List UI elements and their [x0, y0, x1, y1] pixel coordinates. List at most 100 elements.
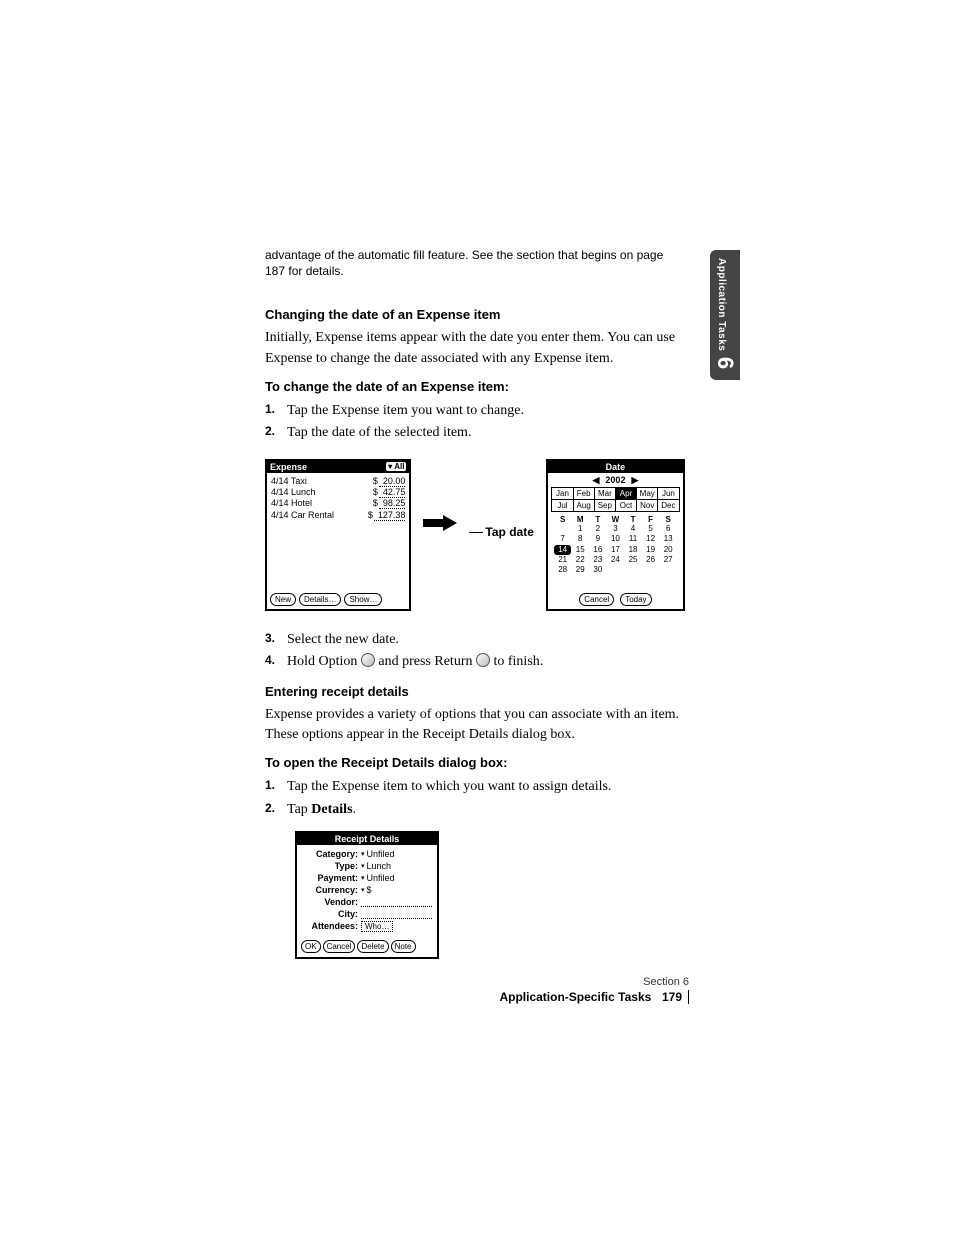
dropdown-icon[interactable]: ▾: [361, 850, 365, 858]
day-cell[interactable]: 4: [624, 524, 642, 534]
step-r2-c: .: [353, 802, 357, 817]
prev-year-icon[interactable]: ◀: [593, 475, 600, 486]
day-cell[interactable]: 22: [571, 555, 589, 565]
month-cell[interactable]: Oct: [615, 499, 637, 512]
day-cell[interactable]: 27: [659, 555, 677, 565]
expense-row[interactable]: 4/14 Taxi$20.00: [271, 476, 405, 487]
dow-cell: F: [642, 515, 660, 524]
expense-row[interactable]: 4/14 Car Rental$127.38: [271, 510, 405, 521]
day-cell[interactable]: 3: [607, 524, 625, 534]
step-r2: 2. Tap Details.: [265, 799, 685, 821]
cancel-button[interactable]: Cancel: [323, 940, 356, 953]
side-tab-label: Application Tasks: [716, 258, 727, 351]
delete-button[interactable]: Delete: [357, 940, 388, 953]
step-r2-a: Tap: [287, 802, 311, 817]
month-cell[interactable]: Sep: [594, 499, 616, 512]
step-r1: 1.Tap the Expense item to which you want…: [265, 776, 685, 798]
day-cell[interactable]: 6: [659, 524, 677, 534]
heading-to-change: To change the date of an Expense item:: [265, 379, 685, 394]
ok-button[interactable]: OK: [301, 940, 321, 953]
payment-value[interactable]: Unfiled: [367, 873, 395, 883]
step-4-text-b: and press Return: [378, 654, 476, 669]
month-cell[interactable]: Nov: [636, 499, 658, 512]
receipt-details-screenshot: Receipt Details Category:▾Unfiled Type:▾…: [295, 831, 439, 959]
attendees-button[interactable]: Who…: [361, 921, 393, 932]
new-button[interactable]: New: [270, 593, 296, 606]
expense-title: Expense: [270, 462, 307, 472]
day-cell[interactable]: 2: [589, 524, 607, 534]
day-cell: [659, 565, 677, 575]
day-cell[interactable]: 1: [571, 524, 589, 534]
category-value[interactable]: Unfiled: [367, 849, 395, 859]
step-3: 3.Select the new date.: [265, 629, 685, 651]
day-cell[interactable]: 24: [607, 555, 625, 565]
dow-cell: M: [571, 515, 589, 524]
day-cell[interactable]: 20: [659, 545, 677, 555]
heading-to-open: To open the Receipt Details dialog box:: [265, 755, 685, 770]
city-input[interactable]: [361, 909, 432, 919]
day-cell[interactable]: 30: [589, 565, 607, 575]
day-cell[interactable]: 7: [554, 534, 572, 544]
day-cell[interactable]: 9: [589, 534, 607, 544]
day-cell[interactable]: 16: [589, 545, 607, 555]
day-cell[interactable]: 25: [624, 555, 642, 565]
details-button[interactable]: Details…: [299, 593, 341, 606]
step-3-text: Select the new date.: [287, 632, 399, 647]
day-cell: [642, 565, 660, 575]
step-1-text: Tap the Expense item you want to change.: [287, 403, 524, 418]
day-cell[interactable]: 21: [554, 555, 572, 565]
dow-cell: T: [624, 515, 642, 524]
month-cell[interactable]: Jul: [551, 499, 573, 512]
day-cell[interactable]: 12: [642, 534, 660, 544]
dropdown-icon[interactable]: ▾: [361, 886, 365, 894]
paragraph-receipt: Expense provides a variety of options th…: [265, 705, 685, 746]
currency-value[interactable]: $: [367, 885, 372, 895]
dow-cell: T: [589, 515, 607, 524]
dropdown-icon[interactable]: ▾: [361, 874, 365, 882]
day-cell[interactable]: 8: [571, 534, 589, 544]
next-year-icon[interactable]: ▶: [631, 475, 638, 486]
expense-row[interactable]: 4/14 Hotel$98.25: [271, 498, 405, 509]
expense-app-screenshot: Expense ▾ All 4/14 Taxi$20.004/14 Lunch$…: [265, 459, 411, 611]
day-cell[interactable]: 17: [607, 545, 625, 555]
date-cancel-button[interactable]: Cancel: [579, 593, 614, 606]
day-cell[interactable]: 23: [589, 555, 607, 565]
date-today-button[interactable]: Today: [620, 593, 651, 606]
return-key-icon: [476, 653, 490, 667]
day-cell[interactable]: 29: [571, 565, 589, 575]
type-value[interactable]: Lunch: [367, 861, 392, 871]
side-tab: Application Tasks 6: [710, 250, 740, 380]
step-2-text: Tap the date of the selected item.: [287, 425, 471, 440]
expense-row[interactable]: 4/14 Lunch$42.75: [271, 487, 405, 498]
dow-cell: W: [607, 515, 625, 524]
day-cell[interactable]: 15: [571, 545, 589, 555]
day-cell[interactable]: 19: [642, 545, 660, 555]
step-1: 1.Tap the Expense item you want to chang…: [265, 400, 685, 422]
day-cell[interactable]: 10: [607, 534, 625, 544]
paragraph-change-date: Initially, Expense items appear with the…: [265, 328, 685, 369]
note-button[interactable]: Note: [391, 940, 416, 953]
dow-cell: S: [659, 515, 677, 524]
expense-filter[interactable]: ▾ All: [386, 462, 406, 471]
dropdown-icon[interactable]: ▾: [361, 862, 365, 870]
day-cell[interactable]: 5: [642, 524, 660, 534]
side-tab-number: 6: [712, 348, 738, 378]
day-cell[interactable]: 26: [642, 555, 660, 565]
show-button[interactable]: Show…: [344, 593, 382, 606]
dow-cell: S: [554, 515, 572, 524]
category-label: Category:: [302, 849, 358, 859]
day-cell[interactable]: 28: [554, 565, 572, 575]
month-cell[interactable]: Dec: [657, 499, 679, 512]
year-label: 2002: [605, 475, 625, 485]
date-picker-screenshot: Date ◀ 2002 ▶ JanFebMarAprMayJunJulAugSe…: [546, 459, 685, 611]
arrow-icon: [423, 515, 457, 531]
month-cell[interactable]: Aug: [573, 499, 595, 512]
heading-change-date: Changing the date of an Expense item: [265, 307, 685, 322]
vendor-input[interactable]: [361, 897, 432, 907]
day-cell[interactable]: 18: [624, 545, 642, 555]
day-cell[interactable]: 11: [624, 534, 642, 544]
day-cell[interactable]: 13: [659, 534, 677, 544]
step-2: 2.Tap the date of the selected item.: [265, 422, 685, 444]
day-cell[interactable]: 14: [554, 545, 572, 555]
receipt-title: Receipt Details: [297, 833, 437, 845]
